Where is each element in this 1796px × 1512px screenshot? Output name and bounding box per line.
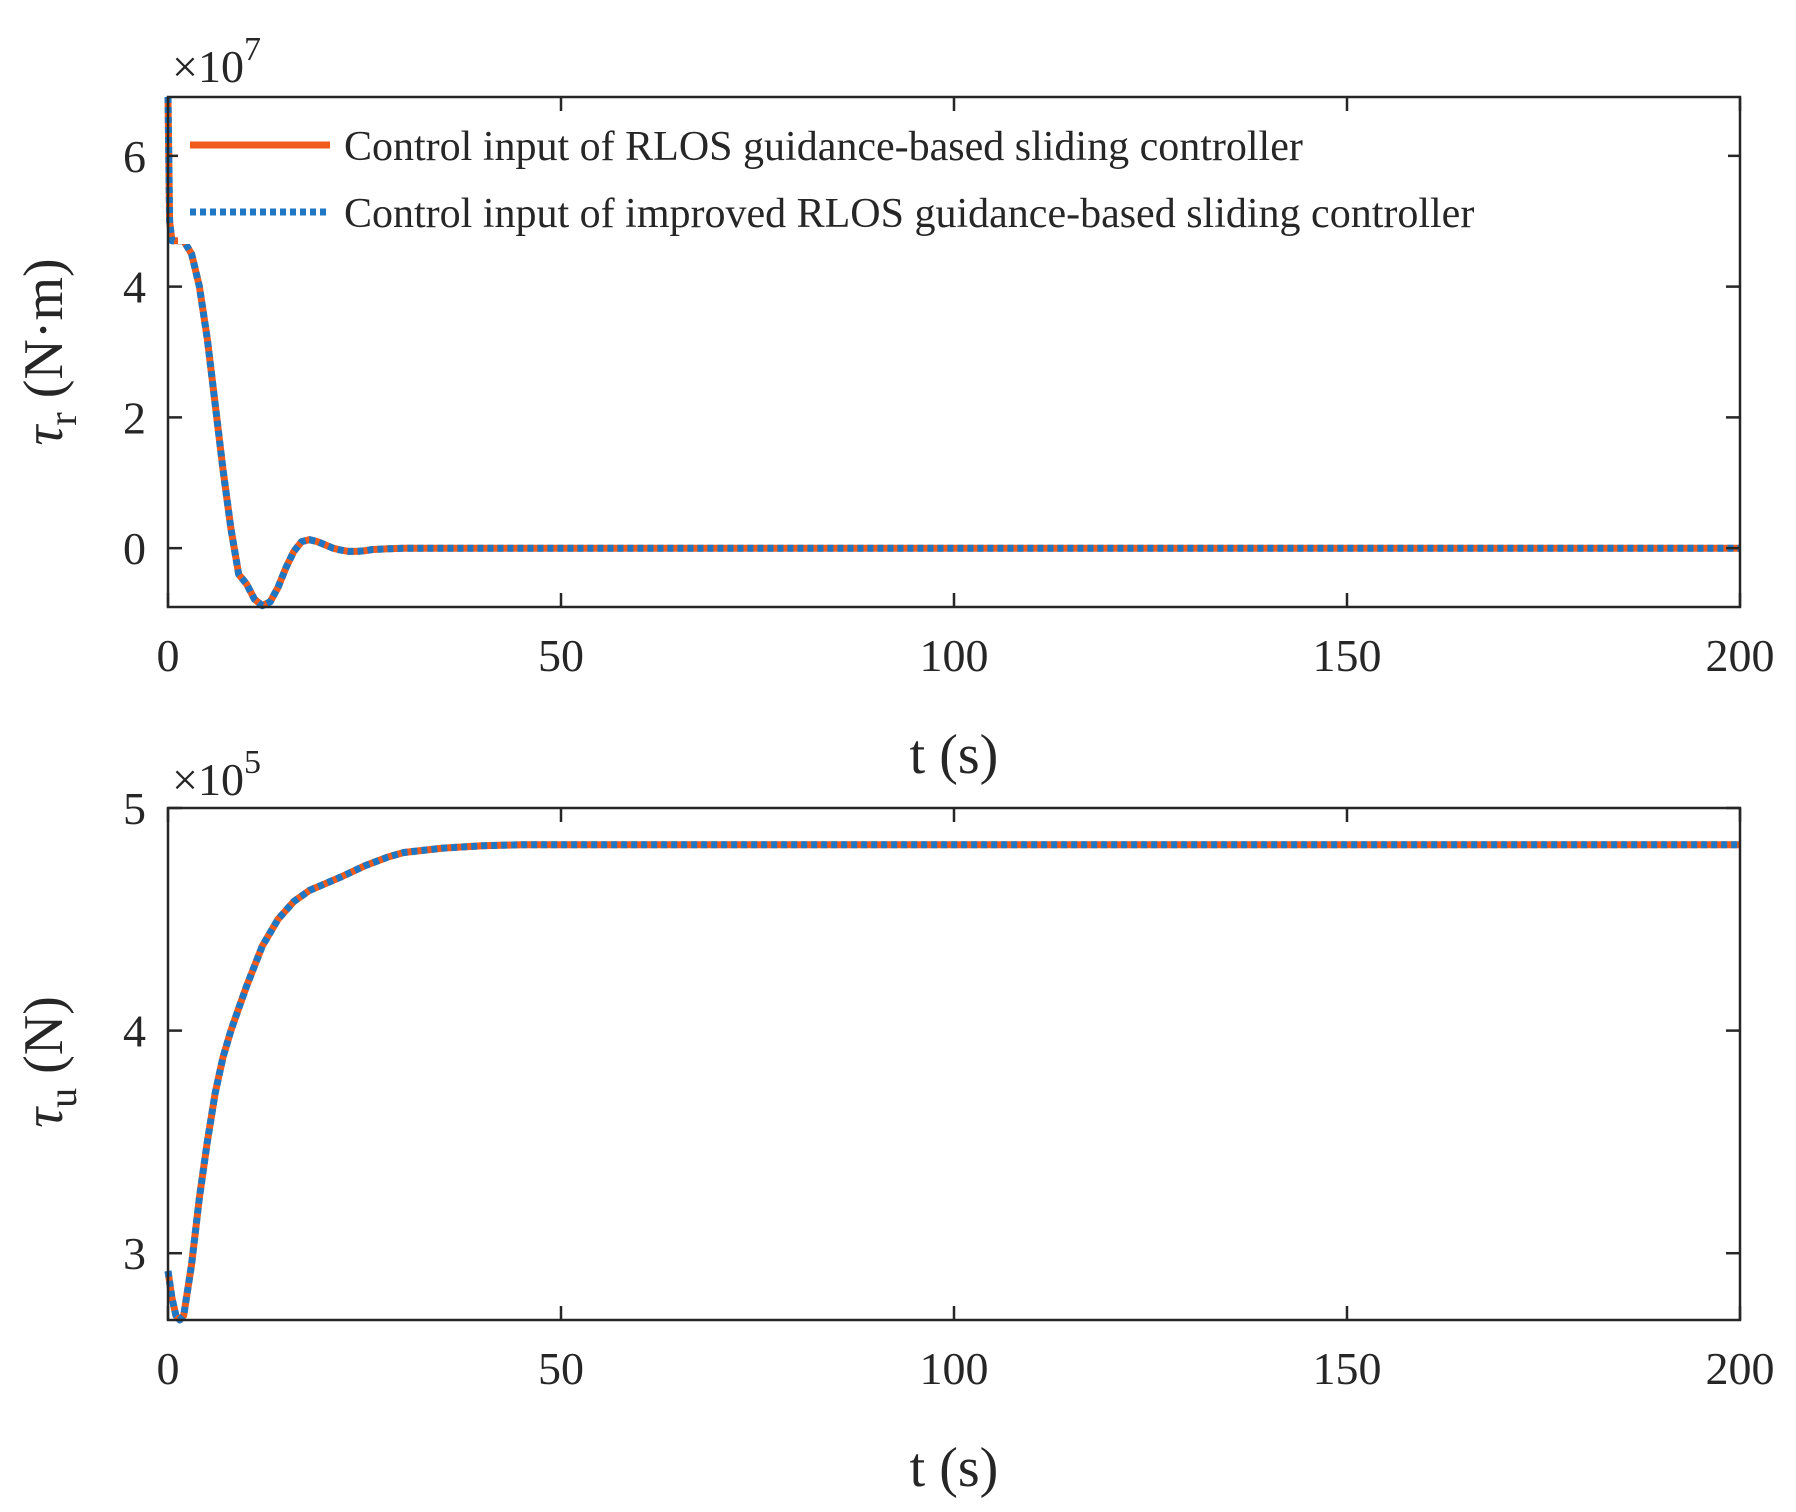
bottom-plot-xtick-label: 150 (1313, 1343, 1382, 1394)
legend-background (178, 114, 1728, 244)
top-plot-xtick-label: 150 (1313, 630, 1382, 681)
bottom-plot-ylabel-sub: u (40, 1088, 85, 1108)
bottom-plot-ytick-labels: 3 4 5 (123, 783, 146, 1279)
top-plot-exponent-power: 7 (244, 31, 261, 68)
top-plot-lines (164, 96, 1740, 610)
top-plot-ylabel-symbol: τ (13, 424, 75, 446)
top-plot-series-2-line (164, 96, 1740, 610)
legend-entry-series-2: Control input of improved RLOS guidance-… (344, 191, 1474, 237)
top-plot-ylabel-sub: r (40, 412, 85, 425)
top-plot-xtick-labels: 0 50 100 150 200 (157, 630, 1775, 681)
bottom-plot-frame (166, 806, 1742, 1322)
bottom-plot-ylabel-unit: (N) (13, 996, 75, 1074)
bottom-plot-xtick-labels: 0 50 100 150 200 (157, 1343, 1775, 1394)
top-plot-ytick-label: 2 (123, 392, 146, 443)
bottom-plot-xlabel: t (s) (910, 1437, 999, 1499)
bottom-plot-ylabel-symbol: τ (13, 1106, 75, 1128)
top-plot-exponent: ×107 (172, 31, 261, 92)
bottom-plot-series-2-line (164, 841, 1740, 1324)
top-plot-xlabel: t (s) (910, 724, 999, 786)
top-plot-ylabel: τr (N·m) (13, 258, 85, 445)
top-plot-ytick-label: 0 (123, 523, 146, 574)
top-plot: 0 50 100 150 200 0 2 4 6 ×107 t (s) τr (N·m) Con… (13, 31, 1775, 786)
top-plot-ytick-label: 6 (123, 131, 146, 182)
bottom-plot-exponent-base: ×10 (172, 754, 244, 805)
top-plot-xtick-label: 50 (538, 630, 584, 681)
bottom-plot-ytick-label: 4 (123, 1006, 146, 1057)
bottom-plot-ylabel: τu (N) (13, 996, 85, 1128)
bottom-plot-exponent-power: 5 (244, 744, 261, 781)
bottom-plot-xtick-label: 100 (920, 1343, 989, 1394)
bottom-plot-ytick-label: 5 (123, 783, 146, 834)
bottom-plot-lines (164, 841, 1740, 1324)
bottom-plot-xtick-label: 200 (1706, 1343, 1775, 1394)
top-plot-ytick-label: 4 (123, 262, 146, 313)
bottom-plot-exponent: ×105 (172, 744, 261, 805)
top-plot-exponent-base: ×10 (172, 41, 244, 92)
top-plot-ytick-labels: 0 2 4 6 (123, 131, 146, 574)
top-plot-xtick-label: 0 (157, 630, 180, 681)
top-plot-xtick-label: 200 (1706, 630, 1775, 681)
bottom-plot-ytick-label: 3 (123, 1228, 146, 1279)
legend-entry-series-1: Control input of RLOS guidance-based sli… (344, 124, 1303, 170)
legend: Control input of RLOS guidance-based sli… (178, 114, 1728, 244)
bottom-plot-xtick-label: 50 (538, 1343, 584, 1394)
bottom-plot-xtick-label: 0 (157, 1343, 180, 1394)
top-plot-xtick-label: 100 (920, 630, 989, 681)
top-plot-frame (166, 95, 1742, 609)
top-plot-ylabel-unit: (N·m) (13, 258, 75, 398)
bottom-plot: 0 50 100 150 200 345 ×105 t (s) τu(N) (13, 744, 1775, 1499)
bottom-plot-background (168, 808, 1740, 1320)
